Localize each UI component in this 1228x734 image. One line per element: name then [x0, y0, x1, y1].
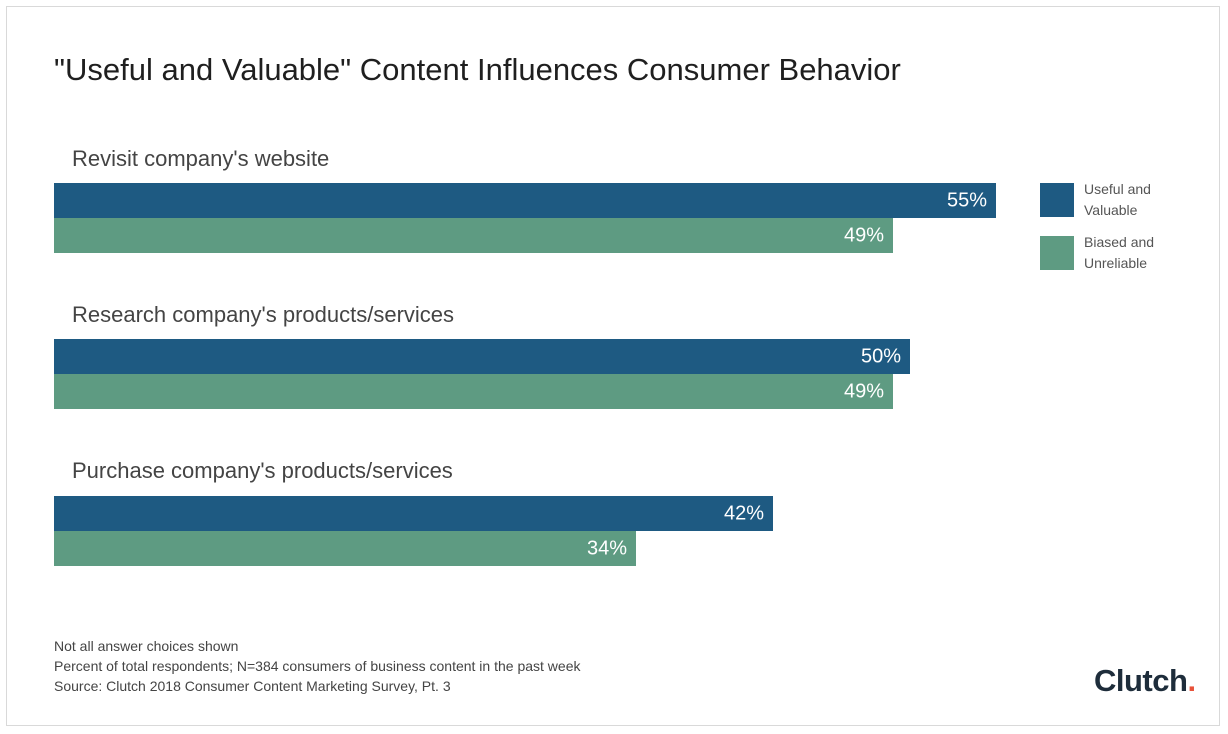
bar-biased: 49%: [54, 218, 893, 253]
data-label: 34%: [586, 537, 627, 559]
legend-swatch: [1040, 183, 1074, 217]
note-line: Percent of total respondents; N=384 cons…: [54, 658, 581, 674]
chart-notes: Not all answer choices shown Percent of …: [54, 636, 580, 696]
data-label: 42%: [723, 502, 764, 524]
bar-useful: 50%: [54, 339, 910, 374]
data-label: 50%: [860, 345, 901, 367]
legend-swatch: [1040, 236, 1074, 270]
data-label: 49%: [843, 224, 884, 246]
data-label: 55%: [946, 189, 987, 211]
clutch-logo: Clutch.: [1094, 663, 1196, 698]
bar-biased: 34%: [54, 531, 636, 566]
bar-useful: 42%: [54, 496, 773, 531]
legend-label: Useful and Valuable: [1084, 181, 1151, 218]
bar-useful: 55%: [54, 183, 996, 218]
note-line: Not all answer choices shown: [54, 638, 239, 654]
chart-title: "Useful and Valuable" Content Influences…: [54, 52, 901, 87]
source-note: Source: Clutch 2018 Consumer Content Mar…: [54, 678, 451, 694]
legend-label: Biased and Unreliable: [1084, 234, 1155, 271]
category-label: Purchase company's products/services: [72, 458, 453, 483]
bar-biased: 49%: [54, 374, 893, 409]
category-label: Revisit company's website: [72, 146, 330, 171]
data-label: 49%: [843, 380, 884, 402]
category-label: Research company's products/services: [72, 302, 455, 327]
